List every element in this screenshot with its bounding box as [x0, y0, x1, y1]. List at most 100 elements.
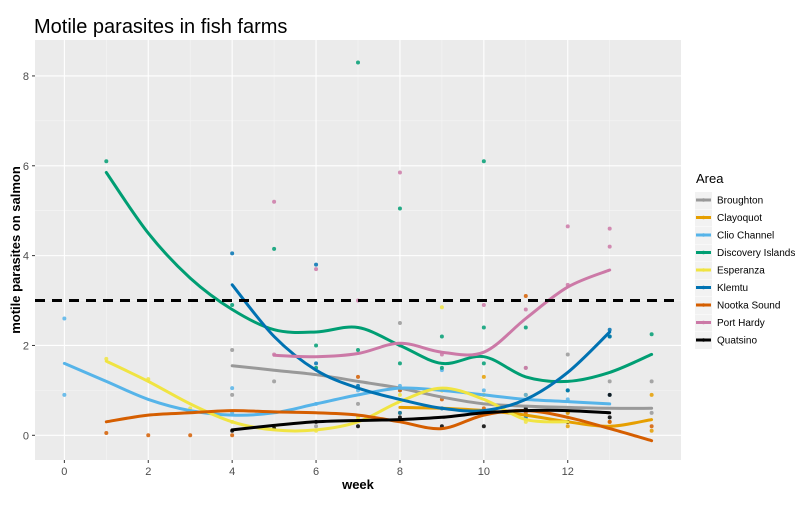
point-nootka-sound	[649, 424, 654, 429]
legend-title: Area	[696, 171, 724, 186]
point-broughton	[314, 424, 319, 429]
point-clayoquot	[565, 424, 570, 429]
point-port-hardy	[607, 244, 612, 249]
legend-dot-nootka-sound	[701, 303, 706, 307]
point-broughton	[607, 379, 612, 384]
point-broughton	[565, 352, 570, 357]
point-clio-channel	[523, 392, 528, 397]
smooth-line-klemtu	[230, 283, 612, 413]
legend-dot-esperanza	[701, 268, 706, 272]
x-tick-label: 0	[61, 466, 67, 478]
legend-label-klemtu: Klemtu	[717, 283, 748, 294]
point-clio-channel	[481, 388, 486, 393]
point-discovery-islands	[272, 246, 277, 251]
point-port-hardy	[523, 307, 528, 312]
point-klemtu	[607, 327, 612, 332]
point-discovery-islands	[314, 343, 319, 348]
x-axis-ticks: 0 2 4 6 8 10 12	[61, 460, 574, 478]
point-quatsino	[607, 415, 612, 420]
point-clio-channel	[230, 386, 235, 391]
smooth-line-esperanza	[104, 359, 570, 433]
point-quatsino	[481, 424, 486, 429]
legend-label-clayoquot: Clayoquot	[717, 213, 762, 224]
smooth-line-clio-channel	[62, 361, 612, 417]
point-broughton	[230, 347, 235, 352]
point-broughton	[649, 379, 654, 384]
y-tick-label: 6	[23, 161, 29, 173]
legend-dot-klemtu	[701, 285, 706, 290]
legend-dot-quatsino	[701, 338, 706, 342]
chart-title: Motile parasites in fish farms	[34, 16, 287, 38]
legend-dot-broughton	[701, 198, 706, 202]
legend-label-port-hardy: Port Hardy	[717, 318, 765, 329]
point-quatsino	[607, 392, 612, 397]
legend-label-discovery-islands: Discovery Islands	[717, 248, 795, 259]
legend-label-esperanza: Esperanza	[717, 266, 765, 277]
point-discovery-islands	[481, 159, 486, 164]
point-broughton	[397, 320, 402, 325]
point-port-hardy	[314, 267, 319, 272]
smooth-line-broughton	[230, 364, 654, 410]
point-port-hardy	[272, 199, 277, 204]
point-port-hardy	[397, 170, 402, 175]
x-tick-label: 2	[145, 466, 151, 478]
point-clayoquot	[649, 428, 654, 433]
point-nootka-sound	[356, 374, 360, 379]
point-discovery-islands	[104, 159, 109, 164]
point-nootka-sound	[607, 419, 612, 424]
point-klemtu	[230, 251, 235, 256]
x-tick-label: 10	[478, 466, 490, 478]
legend-label-quatsino: Quatsino	[717, 336, 757, 347]
point-klemtu	[314, 361, 319, 366]
point-discovery-islands	[481, 361, 486, 366]
point-esperanza	[439, 305, 444, 310]
smooth-line-discovery-islands	[104, 171, 654, 384]
legend-dot-port-hardy	[701, 320, 706, 325]
point-klemtu	[607, 334, 612, 339]
smooth-line-nootka-sound	[104, 409, 654, 443]
y-tick-label: 2	[23, 340, 29, 352]
point-esperanza	[104, 356, 109, 361]
point-port-hardy	[523, 365, 528, 370]
y-axis-ticks: 0 2 4 6 8	[23, 71, 35, 442]
point-klemtu	[565, 388, 570, 393]
point-discovery-islands	[397, 361, 402, 366]
point-nootka-sound	[523, 294, 528, 299]
point-clio-channel	[62, 392, 67, 397]
point-discovery-islands	[439, 365, 444, 370]
point-clayoquot	[649, 392, 654, 397]
x-tick-label: 8	[397, 466, 403, 478]
point-discovery-islands	[397, 206, 402, 211]
legend-dot-discovery-islands	[701, 250, 706, 255]
point-broughton	[649, 410, 654, 415]
point-klemtu	[397, 410, 402, 415]
smooth-line-port-hardy	[272, 268, 612, 359]
legend: Area Broughton Clayoquot Clio Channel Disco…	[695, 171, 795, 349]
point-discovery-islands	[230, 303, 235, 308]
point-broughton	[272, 379, 277, 384]
point-quatsino	[356, 424, 360, 429]
point-discovery-islands	[356, 347, 360, 352]
x-tick-label: 6	[313, 466, 319, 478]
point-broughton	[230, 392, 235, 397]
point-discovery-islands	[523, 325, 528, 330]
y-tick-label: 8	[23, 71, 29, 83]
x-tick-label: 4	[229, 466, 235, 478]
data-marks	[35, 60, 681, 443]
legend-label-nootka-sound: Nootka Sound	[717, 301, 780, 312]
point-clio-channel	[62, 316, 67, 321]
y-axis-title: motile parasites on salmon	[8, 166, 23, 334]
point-discovery-islands	[356, 60, 360, 65]
x-axis-title: week	[341, 477, 375, 492]
point-nootka-sound	[104, 431, 109, 436]
point-nootka-sound	[230, 433, 235, 438]
point-klemtu	[314, 262, 319, 267]
point-port-hardy	[607, 226, 612, 231]
legend-label-broughton: Broughton	[717, 196, 763, 207]
point-port-hardy	[565, 224, 570, 229]
y-tick-label: 0	[23, 430, 29, 442]
point-nootka-sound	[188, 433, 193, 438]
y-tick-label: 4	[23, 251, 29, 263]
x-tick-label: 12	[562, 466, 574, 478]
